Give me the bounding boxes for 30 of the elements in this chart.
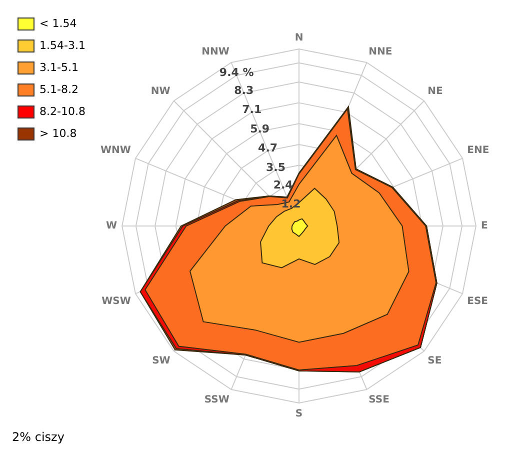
spoke-label: E: [480, 220, 488, 232]
spoke-label: SSE: [368, 394, 390, 406]
spoke-label: WNW: [100, 144, 131, 156]
spoke-label: ENE: [467, 144, 490, 156]
text: 2% ciszy: [12, 430, 64, 444]
spoke-label: NNE: [368, 46, 392, 58]
spoke-label: NE: [428, 86, 444, 97]
y-tick-label: 5.9: [250, 122, 270, 136]
legend-label: > 10.8: [40, 126, 77, 140]
legend-label: 5.1-8.2: [40, 82, 78, 96]
legend-label: 1.54-3.1: [40, 38, 86, 52]
spoke-label: S: [295, 408, 303, 420]
legend-label: 3.1-5.1: [40, 60, 78, 74]
spoke-label: NW: [150, 86, 170, 97]
spoke-label: SW: [152, 355, 170, 366]
spoke-label: N: [294, 32, 304, 44]
y-tick-label: 3.5: [266, 160, 286, 174]
spoke-label: SSW: [204, 394, 230, 406]
spoke-label: SE: [428, 355, 442, 366]
spoke-label: NNW: [202, 46, 230, 58]
y-tick-label: 4.7: [258, 142, 278, 155]
spoke-label: WSW: [102, 296, 131, 308]
spoke-label: W: [106, 220, 118, 232]
y-tick-label: 9.4 %: [219, 66, 254, 80]
y-tick-label: 7.1: [242, 103, 262, 116]
legend-label: < 1.54: [40, 16, 77, 30]
y-tick-label: 8.3: [234, 84, 254, 97]
spoke-label: ESE: [467, 296, 488, 308]
y-tick-label: 2.4: [273, 178, 294, 192]
legend-label: 8.2-10.8: [40, 104, 86, 118]
